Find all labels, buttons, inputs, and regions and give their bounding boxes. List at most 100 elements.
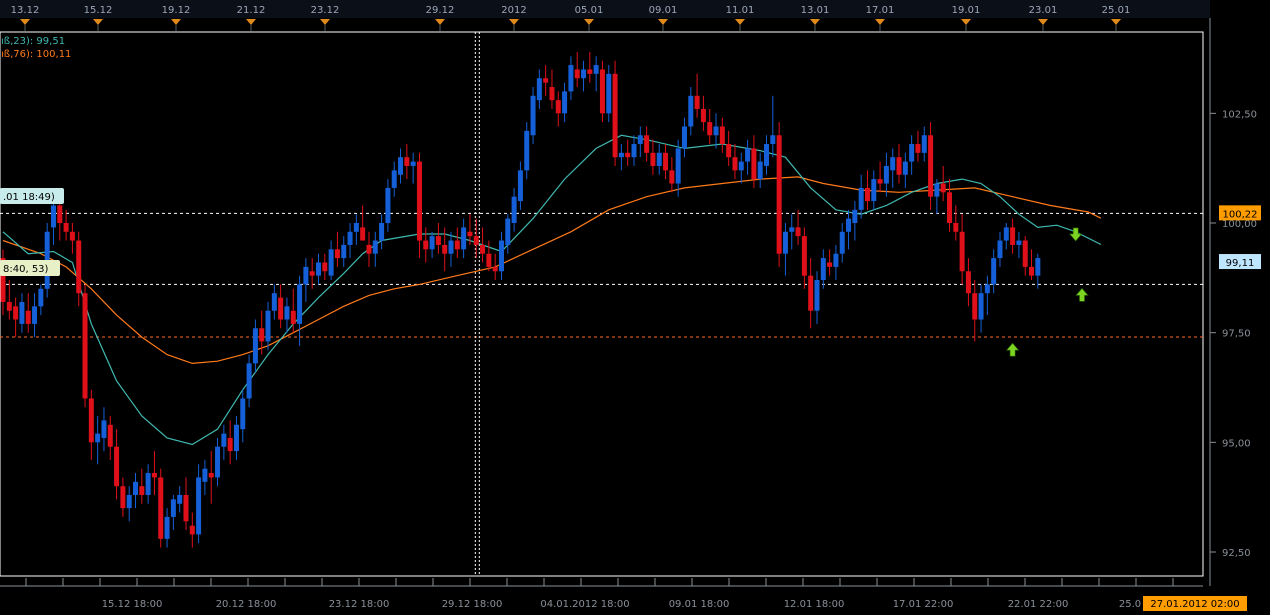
candle <box>82 284 88 408</box>
time-axis: 15.12 18:00 20.12 18:00 23.12 18:00 29.12 1… <box>0 578 1203 610</box>
candle-body <box>644 135 650 153</box>
candle-body <box>593 65 599 74</box>
candle <box>88 389 94 460</box>
price-labels: 100,22 99,11 <box>1219 205 1261 270</box>
candle-body <box>1022 240 1028 267</box>
candle-body <box>126 494 132 509</box>
candle <box>76 231 82 307</box>
candle <box>309 258 315 289</box>
candle-body <box>606 73 612 114</box>
candle <box>158 468 164 548</box>
candle-body <box>189 525 195 535</box>
candle-body <box>726 144 732 158</box>
candle <box>587 51 593 83</box>
candle <box>448 231 454 267</box>
candle <box>618 144 624 171</box>
candle <box>145 464 151 504</box>
top-date-label: 21.12 <box>237 5 266 16</box>
candle-body <box>511 196 517 223</box>
price-label-box <box>1219 254 1261 270</box>
candle <box>890 148 896 188</box>
candle <box>492 253 498 281</box>
candle-body <box>19 301 25 324</box>
candle <box>139 468 145 504</box>
candle-body <box>738 161 744 171</box>
candle-body <box>139 486 145 495</box>
candle-body <box>164 516 170 539</box>
candle <box>808 258 814 329</box>
level-labels: .01 18:49) 8:40, 53) <box>0 188 64 276</box>
candle <box>511 187 517 232</box>
candle <box>782 223 788 276</box>
candle <box>297 275 303 346</box>
top-date-marker <box>1038 19 1048 25</box>
crosshair[interactable] <box>474 32 480 576</box>
candle-body <box>379 223 385 241</box>
candle <box>38 284 44 316</box>
top-date-marker <box>658 19 668 25</box>
candle <box>902 152 908 188</box>
candle-body <box>442 244 448 254</box>
candle-body <box>953 223 959 232</box>
candle <box>202 459 208 495</box>
candle <box>839 223 845 263</box>
candle-body <box>57 205 63 223</box>
candle-body <box>883 165 889 184</box>
candle-body <box>6 301 12 311</box>
candle <box>827 249 833 276</box>
top-date-label: 05.01 <box>575 5 604 16</box>
top-date-marker <box>171 19 181 25</box>
candle <box>612 60 618 166</box>
candle-body <box>650 152 656 166</box>
candle-body <box>688 95 694 127</box>
candle-body <box>120 486 126 509</box>
level-label-box <box>0 188 64 204</box>
top-date-label: 19.12 <box>162 5 191 16</box>
candle <box>461 218 467 259</box>
top-date-marker <box>735 19 745 25</box>
candle <box>246 354 252 408</box>
price-tick-label: 95,00 <box>1222 438 1251 449</box>
top-date-marker <box>320 19 330 25</box>
candle <box>227 420 233 465</box>
candle <box>435 223 441 254</box>
candle-body <box>221 433 227 447</box>
candle-body <box>770 135 776 145</box>
candle <box>984 275 990 316</box>
candle-body <box>95 433 101 443</box>
candle <box>177 486 183 513</box>
candle-body <box>612 73 618 158</box>
candle-body <box>107 424 113 447</box>
top-date-marker <box>584 19 594 25</box>
candle <box>864 170 870 210</box>
candle <box>25 293 31 333</box>
candle <box>1003 223 1009 250</box>
candle-body <box>32 306 38 324</box>
candle <box>928 122 934 210</box>
time-axis-label: 29.12 18:00 <box>442 599 503 610</box>
candle <box>625 139 631 166</box>
candle-body <box>133 481 139 495</box>
candle <box>543 65 549 96</box>
candle-body <box>486 253 492 267</box>
candle <box>57 201 63 241</box>
candle-body <box>808 275 814 311</box>
candle <box>934 179 940 215</box>
candle-body <box>827 262 833 267</box>
candle <box>896 144 902 184</box>
candle <box>644 126 650 162</box>
candle-body <box>448 240 454 254</box>
candle-body <box>13 306 19 320</box>
candle <box>751 135 757 188</box>
candle <box>694 73 700 118</box>
candle-body <box>316 262 321 276</box>
candle <box>271 284 277 320</box>
candle-body <box>751 148 757 180</box>
candle <box>846 209 852 250</box>
candle-body <box>480 244 486 254</box>
candle-body <box>599 69 605 114</box>
candle-body <box>530 95 536 136</box>
candle <box>669 157 675 193</box>
candle-body <box>492 266 498 272</box>
